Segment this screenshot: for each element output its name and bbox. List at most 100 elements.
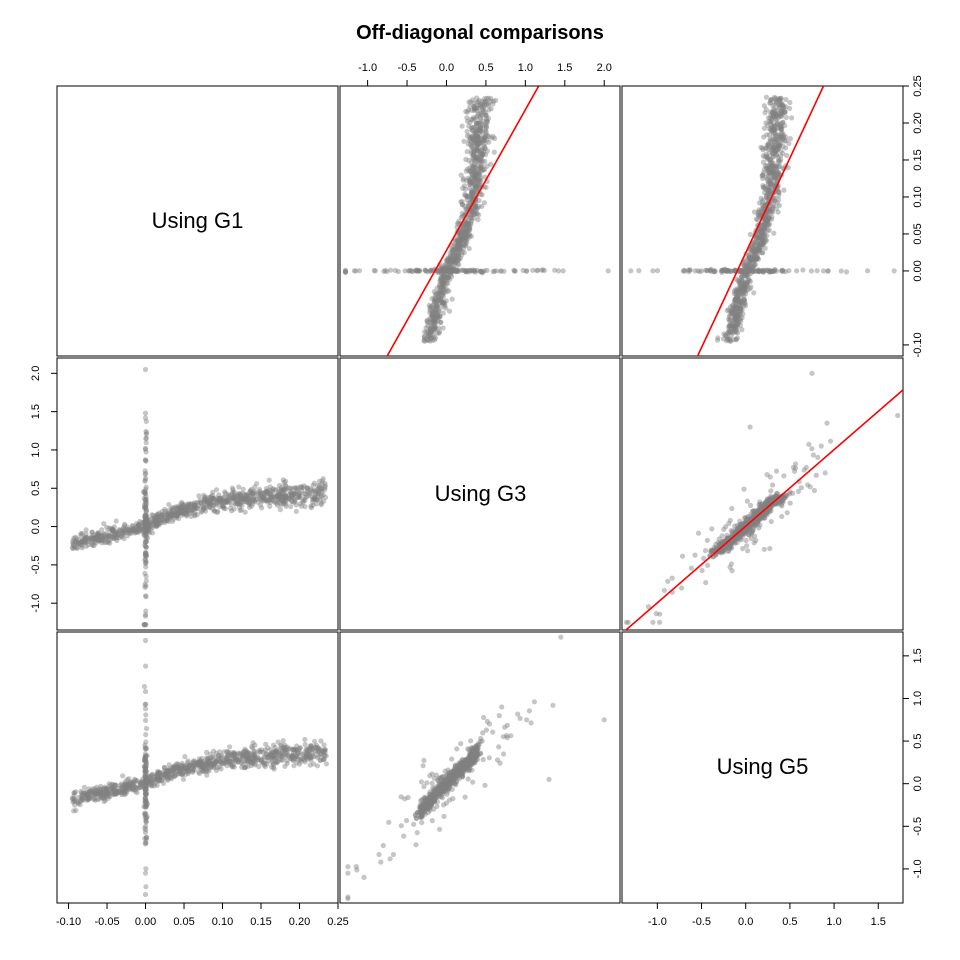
- data-point: [423, 336, 430, 342]
- data-point: [466, 107, 472, 113]
- data-point: [476, 176, 482, 182]
- data-point: [302, 736, 308, 743]
- data-point: [81, 537, 87, 544]
- data-point: [480, 167, 486, 173]
- data-point: [432, 315, 438, 321]
- data-point: [470, 155, 476, 161]
- data-point: [278, 742, 284, 748]
- data-point: [91, 542, 97, 549]
- data-point: [292, 491, 298, 497]
- data-point: [692, 268, 698, 274]
- data-point: [478, 154, 484, 160]
- data-point: [433, 303, 439, 309]
- data-point: [441, 278, 447, 284]
- data-point: [478, 120, 484, 126]
- data-point: [466, 231, 473, 237]
- data-point: [792, 461, 799, 467]
- data-point: [436, 308, 442, 314]
- data-point: [729, 568, 735, 574]
- data-point: [428, 335, 434, 341]
- data-point: [783, 114, 789, 121]
- data-point: [736, 278, 743, 284]
- data-point: [466, 157, 472, 164]
- data-point: [456, 244, 462, 250]
- data-point: [437, 305, 443, 311]
- data-point: [484, 163, 490, 169]
- data-point: [275, 492, 281, 498]
- data-point: [433, 314, 439, 320]
- data-point: [424, 318, 430, 324]
- data-point: [895, 412, 901, 419]
- data-point: [460, 177, 466, 183]
- data-point: [808, 268, 815, 274]
- data-point: [468, 138, 474, 144]
- data-point: [473, 140, 479, 146]
- data-point: [459, 123, 465, 129]
- data-point: [238, 500, 244, 506]
- data-point: [470, 136, 476, 142]
- data-point: [467, 211, 473, 217]
- data-point: [473, 178, 479, 184]
- data-point: [432, 306, 438, 312]
- data-point: [190, 759, 196, 765]
- data-point: [472, 180, 479, 186]
- data-point: [444, 288, 450, 294]
- data-point: [280, 498, 287, 504]
- data-point: [447, 253, 454, 259]
- data-point: [479, 203, 485, 209]
- data-point: [476, 135, 482, 141]
- data-point: [446, 308, 453, 314]
- data-point: [158, 513, 164, 520]
- data-point: [425, 329, 431, 335]
- data-point: [770, 171, 777, 177]
- data-point: [453, 256, 459, 263]
- data-point: [142, 688, 149, 695]
- data-point: [321, 498, 327, 504]
- data-point: [451, 252, 457, 258]
- scatter-panel-G1-vs-G5: [69, 637, 329, 898]
- data-point: [248, 751, 254, 757]
- data-point: [101, 798, 107, 805]
- data-point: [424, 317, 430, 323]
- data-point: [478, 115, 484, 121]
- data-point: [818, 443, 824, 449]
- data-point: [483, 130, 489, 136]
- data-point: [443, 267, 449, 273]
- data-point: [469, 180, 475, 186]
- data-point: [787, 99, 793, 106]
- data-point: [801, 467, 807, 473]
- data-point: [457, 242, 463, 248]
- data-point: [490, 133, 496, 139]
- data-point: [143, 701, 149, 707]
- data-point: [773, 136, 780, 143]
- data-point: [770, 109, 776, 115]
- data-point: [447, 259, 453, 265]
- data-point: [84, 791, 90, 797]
- data-point: [783, 145, 789, 151]
- data-point: [460, 223, 466, 229]
- data-point: [453, 246, 459, 252]
- data-point: [442, 280, 448, 286]
- data-point: [433, 301, 439, 307]
- data-point: [469, 144, 475, 150]
- data-point: [474, 147, 480, 153]
- data-point: [453, 255, 459, 261]
- data-point: [484, 101, 490, 107]
- data-point: [222, 490, 228, 496]
- data-point: [813, 472, 819, 478]
- data-point: [480, 148, 487, 154]
- data-point: [460, 232, 466, 238]
- data-point: [434, 291, 440, 297]
- data-point: [142, 539, 149, 545]
- data-point: [480, 100, 486, 106]
- data-point: [472, 204, 478, 210]
- data-point: [143, 725, 150, 732]
- data-point: [465, 175, 471, 181]
- data-point: [457, 247, 463, 253]
- data-point: [201, 492, 207, 498]
- data-point: [482, 145, 488, 151]
- data-point: [425, 337, 431, 343]
- data-point: [432, 312, 438, 318]
- data-point: [441, 266, 447, 272]
- scatter-panel-G1-vs-G3: [69, 366, 329, 628]
